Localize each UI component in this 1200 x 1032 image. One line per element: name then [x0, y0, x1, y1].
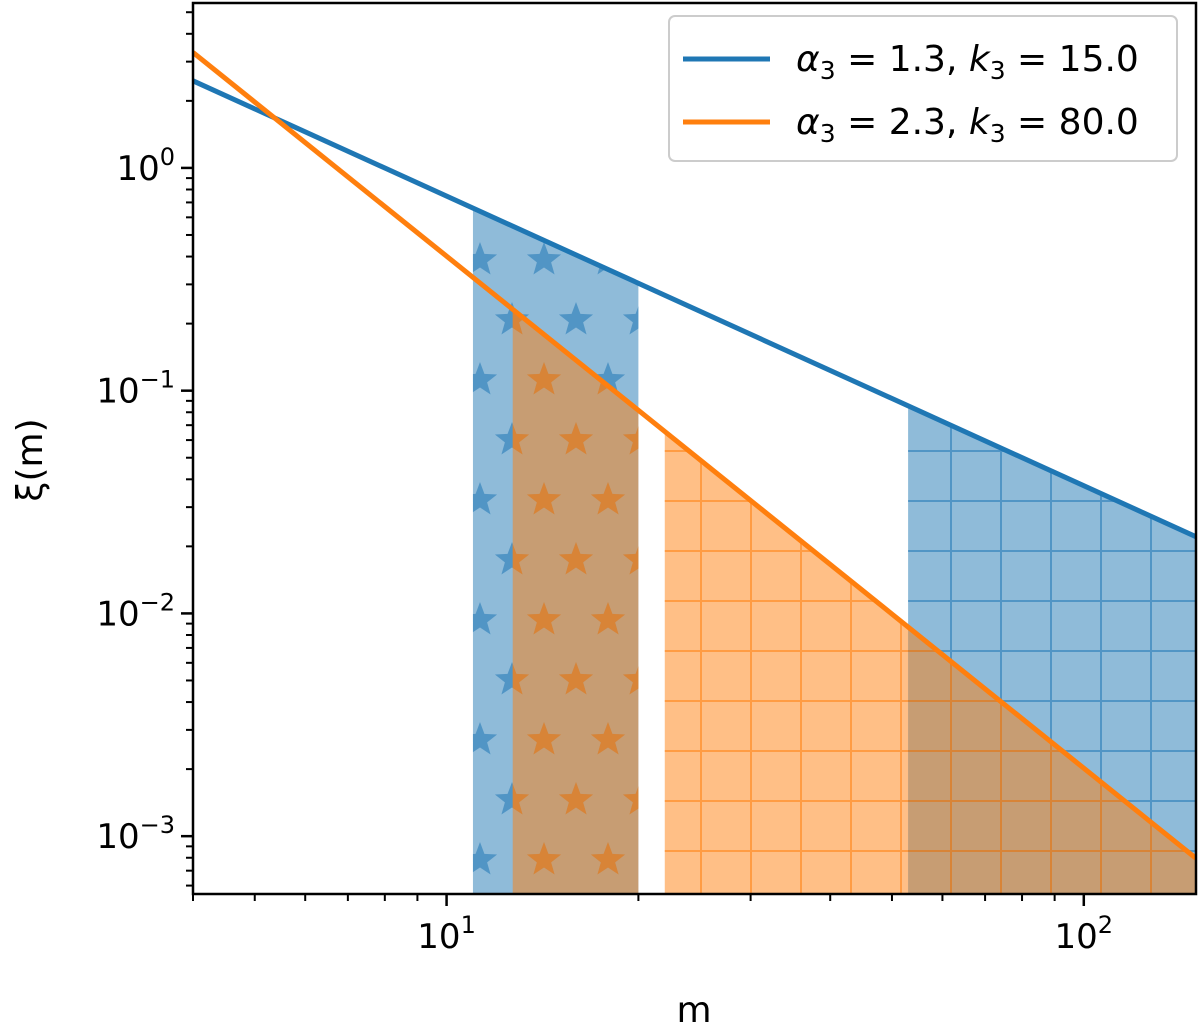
axis-ticks: 100 10−1 10−2 10−3 101 102 — [96, 11, 1114, 957]
y-tick-label-3: 10−2 — [96, 588, 175, 634]
x-tick-label-1: 101 — [417, 911, 476, 957]
series-line-1 — [193, 78, 1196, 539]
series-line-2 — [193, 50, 1196, 861]
shaded-regions — [472, 207, 1196, 894]
series-lines — [193, 50, 1196, 861]
legend-label-2: α3 = 2.3, k3 = 80.0 — [796, 102, 1139, 148]
y-tick-label-4: 10−3 — [96, 811, 175, 857]
x-tick-label-2: 102 — [1055, 911, 1114, 957]
plot-frame — [191, 1, 1198, 896]
region-hatch-2 — [512, 309, 639, 894]
region-hatch-5 — [908, 627, 1196, 894]
legend: α3 = 1.3, k3 = 15.0 α3 = 2.3, k3 = 80.0 — [668, 15, 1178, 162]
y-tick-label-2: 10−1 — [96, 366, 175, 412]
y-axis-title: ξ(m) — [10, 418, 51, 501]
x-axis-title: m — [676, 990, 711, 1027]
legend-label-1: α3 = 1.3, k3 = 15.0 — [796, 39, 1139, 85]
region-hatch-3 — [664, 431, 909, 894]
y-tick-label-1: 100 — [116, 143, 175, 189]
legend-box — [668, 15, 1178, 162]
